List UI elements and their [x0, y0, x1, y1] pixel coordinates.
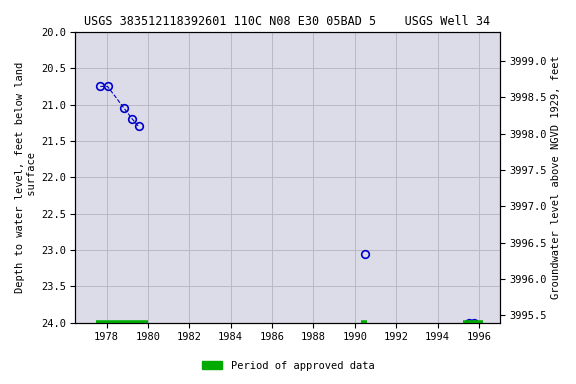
Title: USGS 383512118392601 110C N08 E30 05BAD 5    USGS Well 34: USGS 383512118392601 110C N08 E30 05BAD …: [85, 15, 491, 28]
Y-axis label: Groundwater level above NGVD 1929, feet: Groundwater level above NGVD 1929, feet: [551, 55, 561, 299]
Y-axis label: Depth to water level, feet below land
 surface: Depth to water level, feet below land su…: [15, 61, 37, 293]
Legend: Period of approved data: Period of approved data: [198, 357, 378, 375]
